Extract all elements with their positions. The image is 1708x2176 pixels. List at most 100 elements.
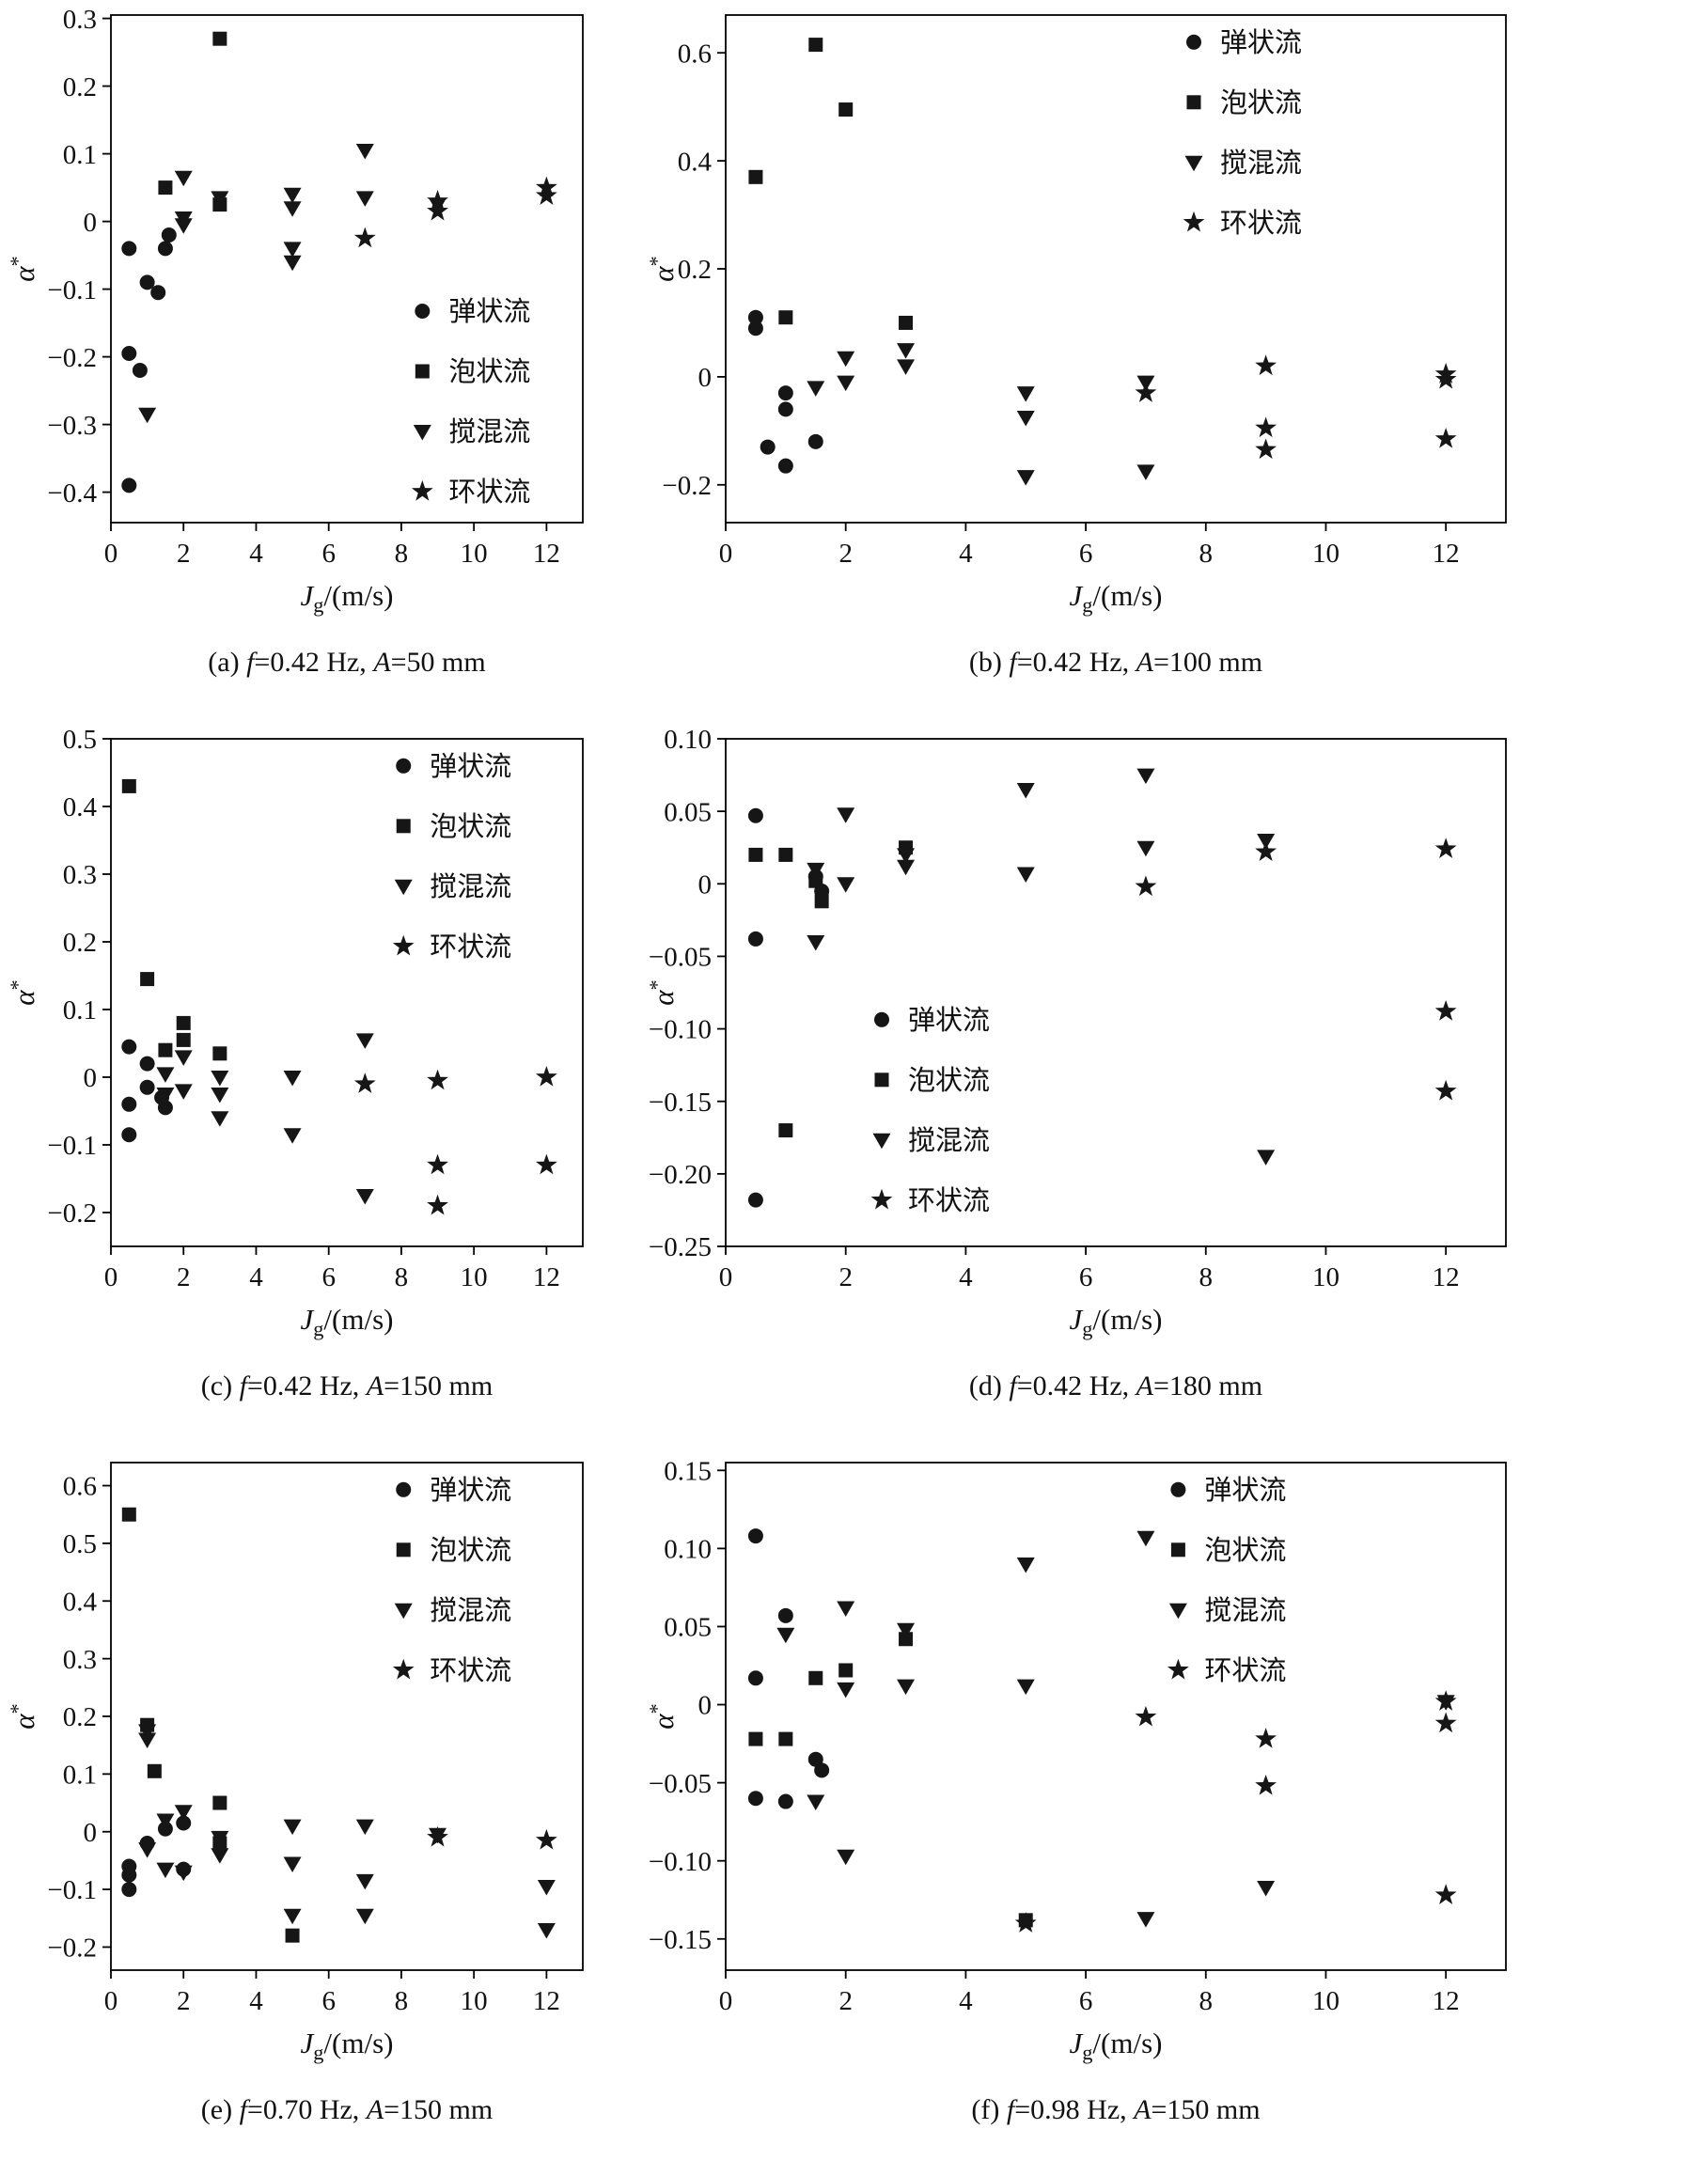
figure-row-1: 0 2 4 6 8 10 12 −0.4 −0.3 −0.2 −0.1 0 0.1 0.2 0.3 Jg/(m… bbox=[0, 0, 1708, 724]
svg-text:4: 4 bbox=[959, 539, 973, 569]
svg-text:Jg/(m/s): Jg/(m/s) bbox=[301, 579, 394, 617]
svg-text:−0.2: −0.2 bbox=[47, 1933, 97, 1964]
svg-text:6: 6 bbox=[1079, 1986, 1093, 2016]
svg-text:10: 10 bbox=[1312, 539, 1340, 569]
svg-text:6: 6 bbox=[1079, 1262, 1093, 1292]
svg-text:Jg/(m/s): Jg/(m/s) bbox=[301, 2027, 394, 2064]
svg-text:8: 8 bbox=[1199, 539, 1214, 569]
svg-text:10: 10 bbox=[1312, 1986, 1340, 2016]
svg-text:弹状流: 弹状流 bbox=[448, 296, 530, 327]
svg-text:12: 12 bbox=[533, 1986, 560, 2016]
svg-text:Jg/(m/s): Jg/(m/s) bbox=[301, 1303, 394, 1340]
svg-text:4: 4 bbox=[959, 1986, 973, 2016]
svg-text:10: 10 bbox=[461, 1262, 488, 1292]
svg-text:6: 6 bbox=[321, 1986, 336, 2016]
scatter-chart-c: 0 2 4 6 8 10 12 −0.2 −0.1 0 0.1 0.2 0.3 0.4 0.5 Jg/(m/s… bbox=[0, 724, 639, 1448]
svg-text:−0.2: −0.2 bbox=[662, 471, 712, 501]
svg-text:12: 12 bbox=[533, 1262, 560, 1292]
svg-text:0.4: 0.4 bbox=[63, 1587, 98, 1617]
svg-text:2: 2 bbox=[177, 1986, 191, 2016]
figure-row-2: 0 2 4 6 8 10 12 −0.2 −0.1 0 0.1 0.2 0.3 0.4 0.5 Jg/(m/s… bbox=[0, 724, 1708, 1448]
svg-text:环状流: 环状流 bbox=[1204, 1655, 1286, 1686]
svg-text:0.15: 0.15 bbox=[664, 1456, 712, 1486]
svg-text:α*: α* bbox=[645, 979, 680, 1005]
svg-text:泡状流: 泡状流 bbox=[1204, 1535, 1286, 1566]
svg-text:α*: α* bbox=[645, 256, 680, 281]
svg-text:6: 6 bbox=[321, 1262, 336, 1292]
svg-text:−0.10: −0.10 bbox=[649, 1015, 712, 1045]
svg-text:0.5: 0.5 bbox=[63, 725, 97, 755]
svg-text:8: 8 bbox=[395, 1262, 409, 1292]
svg-text:0.3: 0.3 bbox=[63, 860, 97, 890]
svg-text:0: 0 bbox=[104, 1986, 118, 2016]
svg-text:0.1: 0.1 bbox=[63, 140, 97, 170]
svg-text:0: 0 bbox=[84, 1818, 98, 1848]
svg-text:0.1: 0.1 bbox=[63, 995, 97, 1025]
svg-text:0: 0 bbox=[84, 1063, 98, 1093]
chart-panel-c: 0 2 4 6 8 10 12 −0.2 −0.1 0 0.1 0.2 0.3 0.4 0.5 Jg/(m/s… bbox=[0, 724, 639, 1448]
svg-text:0: 0 bbox=[719, 1986, 733, 2016]
svg-text:泡状流: 泡状流 bbox=[1220, 87, 1302, 118]
svg-text:0.3: 0.3 bbox=[63, 1645, 97, 1675]
svg-text:6: 6 bbox=[1079, 539, 1093, 569]
svg-text:−0.15: −0.15 bbox=[649, 1925, 712, 1955]
svg-text:10: 10 bbox=[1312, 1262, 1340, 1292]
svg-text:0: 0 bbox=[84, 208, 98, 238]
scatter-chart-d: 0 2 4 6 8 10 12 −0.25 −0.20 −0.15 −0.10 −0.05 0 0.05 0… bbox=[639, 724, 1708, 1448]
svg-text:−0.1: −0.1 bbox=[47, 1875, 97, 1905]
svg-text:弹状流: 弹状流 bbox=[430, 1475, 511, 1506]
svg-text:0.2: 0.2 bbox=[63, 72, 97, 102]
svg-text:2: 2 bbox=[838, 1262, 853, 1292]
svg-text:Jg/(m/s): Jg/(m/s) bbox=[1070, 2027, 1163, 2064]
svg-text:泡状流: 泡状流 bbox=[908, 1065, 990, 1096]
svg-text:8: 8 bbox=[1199, 1986, 1214, 2016]
svg-text:0.4: 0.4 bbox=[63, 792, 98, 822]
svg-text:Jg/(m/s): Jg/(m/s) bbox=[1070, 579, 1163, 617]
svg-text:2: 2 bbox=[838, 539, 853, 569]
svg-text:4: 4 bbox=[249, 539, 263, 569]
chart-panel-a: 0 2 4 6 8 10 12 −0.4 −0.3 −0.2 −0.1 0 0.1 0.2 0.3 Jg/(m… bbox=[0, 0, 639, 724]
svg-text:4: 4 bbox=[959, 1262, 973, 1292]
svg-text:−0.2: −0.2 bbox=[47, 343, 97, 373]
svg-text:弹状流: 弹状流 bbox=[430, 751, 511, 782]
svg-text:2: 2 bbox=[177, 539, 191, 569]
svg-text:搅混流: 搅混流 bbox=[430, 1595, 511, 1626]
svg-text:12: 12 bbox=[1433, 539, 1460, 569]
svg-text:0.2: 0.2 bbox=[63, 1702, 97, 1732]
svg-text:−0.10: −0.10 bbox=[649, 1847, 712, 1877]
svg-text:(b) f=0.42 Hz, A=100 mm: (b) f=0.42 Hz, A=100 mm bbox=[969, 647, 1262, 678]
svg-text:环状流: 环状流 bbox=[908, 1185, 990, 1216]
svg-text:−0.3: −0.3 bbox=[47, 411, 97, 441]
svg-text:−0.4: −0.4 bbox=[47, 478, 97, 509]
svg-text:−0.15: −0.15 bbox=[649, 1088, 712, 1118]
svg-text:0.1: 0.1 bbox=[63, 1761, 97, 1791]
svg-text:环状流: 环状流 bbox=[1220, 208, 1302, 239]
svg-text:搅混流: 搅混流 bbox=[1220, 148, 1302, 179]
svg-text:0: 0 bbox=[719, 539, 733, 569]
svg-text:2: 2 bbox=[838, 1986, 853, 2016]
svg-text:8: 8 bbox=[395, 1986, 409, 2016]
svg-text:0: 0 bbox=[719, 1262, 733, 1292]
svg-text:泡状流: 泡状流 bbox=[448, 356, 530, 387]
svg-text:10: 10 bbox=[461, 539, 488, 569]
svg-text:搅混流: 搅混流 bbox=[430, 871, 511, 902]
svg-text:10: 10 bbox=[461, 1986, 488, 2016]
scatter-chart-e: 0 2 4 6 8 10 12 −0.2 −0.1 0 0.1 0.2 0.3 0.4 0.5 0.6 Jg/(… bbox=[0, 1448, 639, 2171]
svg-text:泡状流: 泡状流 bbox=[430, 811, 511, 842]
svg-text:α*: α* bbox=[6, 1703, 40, 1729]
svg-text:α*: α* bbox=[645, 1703, 680, 1729]
svg-text:4: 4 bbox=[249, 1262, 263, 1292]
svg-text:弹状流: 弹状流 bbox=[1220, 27, 1302, 58]
svg-text:0: 0 bbox=[698, 1691, 713, 1721]
svg-text:弹状流: 弹状流 bbox=[908, 1005, 990, 1036]
svg-text:4: 4 bbox=[249, 1986, 263, 2016]
svg-text:0.6: 0.6 bbox=[678, 39, 712, 69]
scatter-chart-b: 0 2 4 6 8 10 12 −0.2 0 0.2 0.4 0.6 Jg/(m/s) α* 弹状流 泡状流搅… bbox=[639, 0, 1708, 724]
scatter-chart-a: 0 2 4 6 8 10 12 −0.4 −0.3 −0.2 −0.1 0 0.1 0.2 0.3 Jg/(m… bbox=[0, 0, 639, 724]
svg-text:α*: α* bbox=[6, 256, 40, 281]
scatter-chart-f: 0 2 4 6 8 10 12 −0.15 −0.10 −0.05 0 0.05 0.10 0.15 Jg/… bbox=[639, 1448, 1708, 2171]
svg-text:(e) f=0.70 Hz, A=150 mm: (e) f=0.70 Hz, A=150 mm bbox=[201, 2094, 493, 2125]
chart-panel-f: 0 2 4 6 8 10 12 −0.15 −0.10 −0.05 0 0.05 0.10 0.15 Jg/… bbox=[639, 1448, 1708, 2171]
svg-text:搅混流: 搅混流 bbox=[448, 416, 530, 447]
svg-text:12: 12 bbox=[533, 539, 560, 569]
